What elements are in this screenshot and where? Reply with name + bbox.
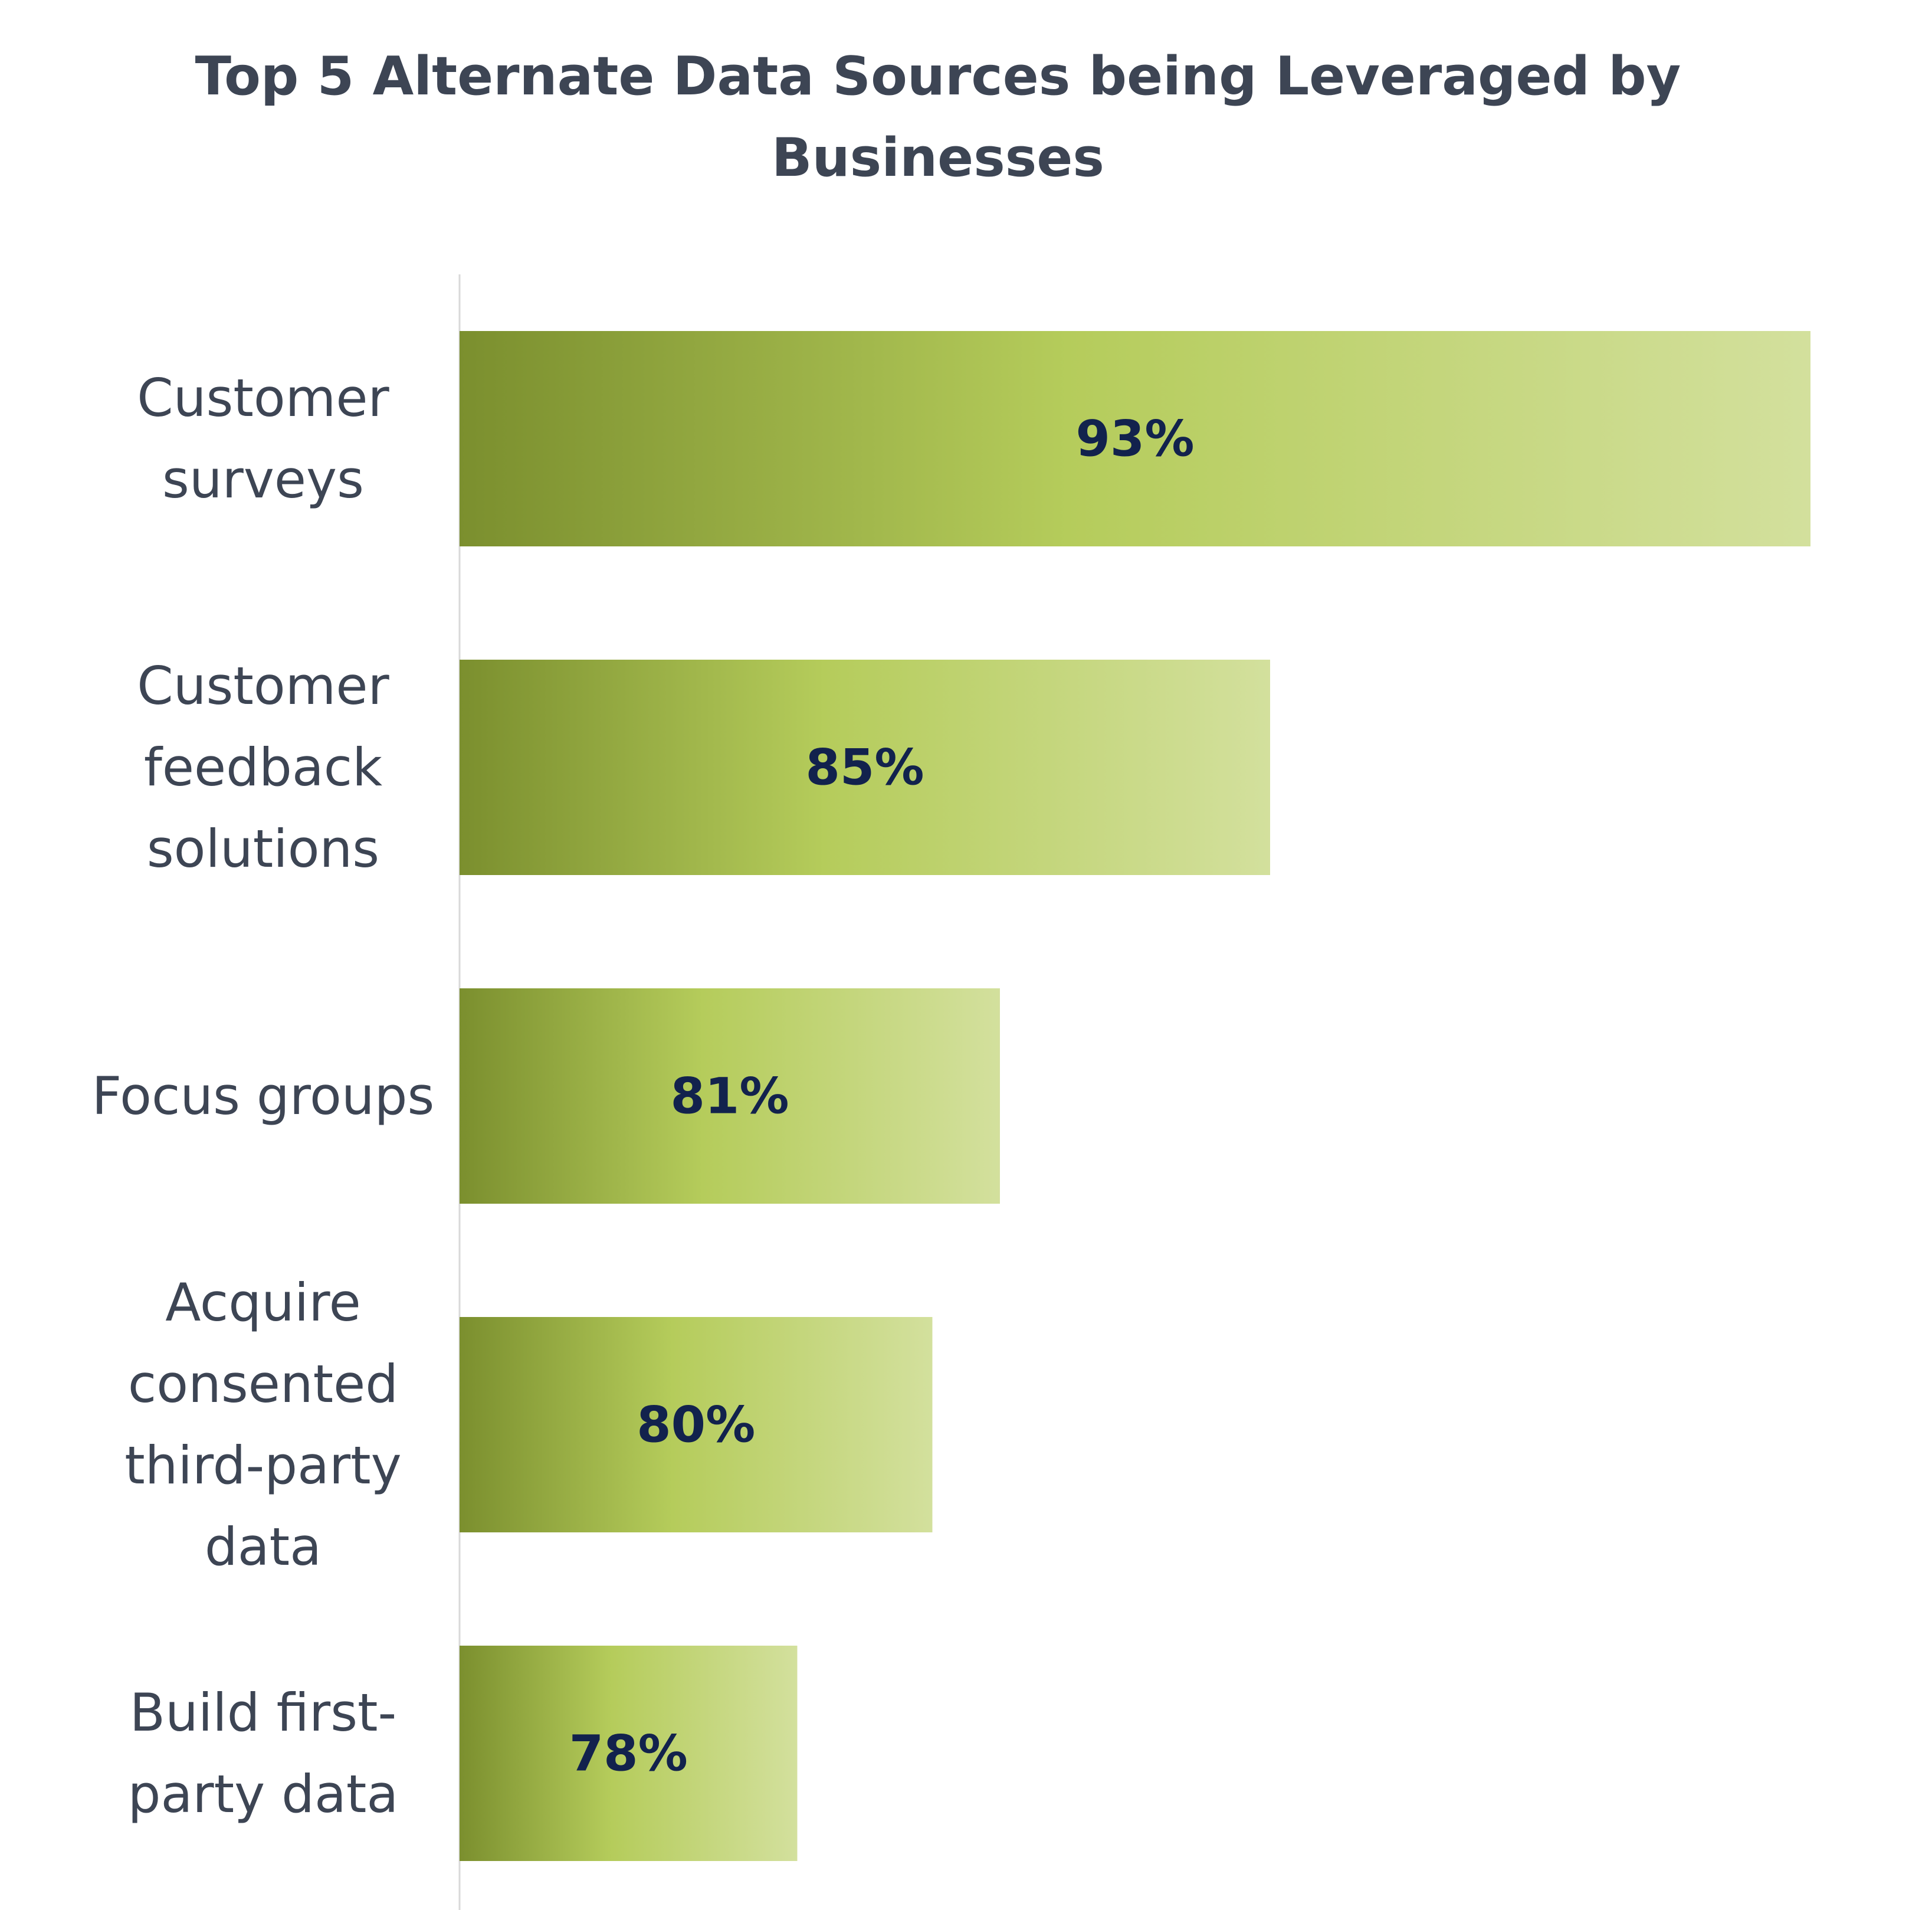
category-label-3-line-1: Focus groups	[92, 1066, 435, 1126]
category-label-4-line-2: consented	[128, 1354, 398, 1414]
bar-4	[460, 1317, 933, 1532]
bar-5	[460, 1646, 798, 1861]
category-label-5: Build first-party data	[128, 1682, 399, 1824]
chart-title-line-1: Top 5 Alternate Data Sources being Lever…	[195, 45, 1681, 107]
bar-value-label-1: 93%	[1075, 410, 1194, 468]
category-label-4-line-4: data	[205, 1516, 322, 1577]
category-label-1: Customer surveys	[137, 368, 389, 510]
category-label-4: Acquire consented third-party data	[124, 1272, 402, 1577]
category-label-2: Customer feedback solutions	[137, 656, 389, 879]
bar-3	[460, 988, 1000, 1204]
bar-value-label-4: 80%	[637, 1396, 755, 1454]
category-label-4-line-3: third-party	[124, 1435, 402, 1496]
category-label-5-line-2: party data	[128, 1764, 399, 1824]
bar-1	[460, 331, 1810, 546]
category-label-2-line-3: solutions	[147, 818, 379, 879]
category-labels: Customer surveys Customer feedback solutions…	[92, 368, 435, 1824]
bar-value-label-2: 85%	[805, 739, 924, 797]
chart-title-line-2: Businesses	[772, 127, 1104, 189]
bar-2	[460, 660, 1270, 875]
category-label-4-line-1: Acquire	[165, 1272, 361, 1333]
bar-value-label-3: 81%	[670, 1067, 789, 1125]
category-label-1-line-2: surveys	[162, 449, 364, 510]
category-label-2-line-2: feedback	[144, 737, 382, 798]
category-label-1-line-1: Customer	[137, 368, 389, 428]
chart-title: Top 5 Alternate Data Sources being Lever…	[195, 45, 1681, 189]
bar-value-label-5: 78%	[569, 1725, 688, 1783]
category-label-3: Focus groups	[92, 1066, 435, 1126]
category-label-2-line-1: Customer	[137, 656, 389, 716]
bars-group: 93% 85% 81% 80% 78%	[460, 331, 1810, 1861]
category-label-5-line-1: Build first-	[130, 1682, 397, 1743]
